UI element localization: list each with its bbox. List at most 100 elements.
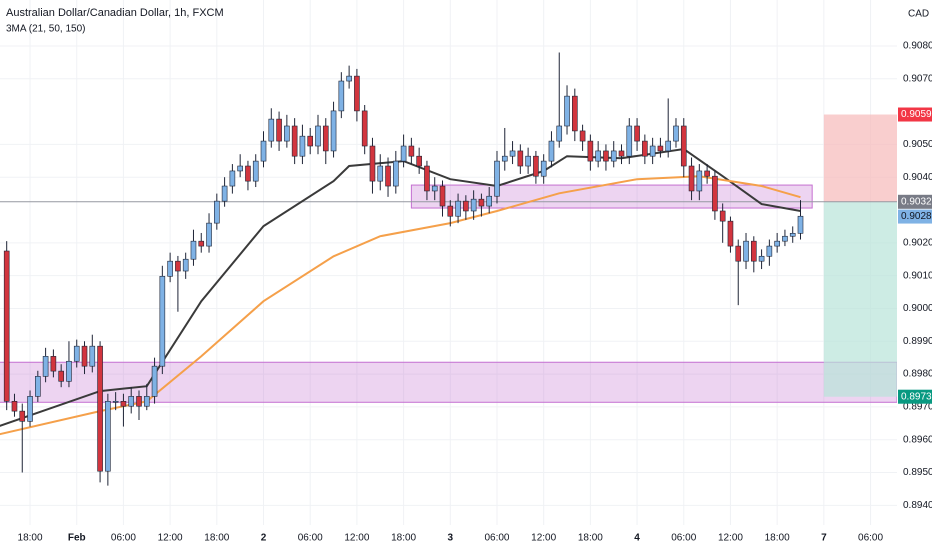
price-tag <box>898 389 932 404</box>
x-tick-label: 4 <box>634 533 640 544</box>
candle-body <box>525 155 531 167</box>
candle-body <box>307 135 314 147</box>
candle-body <box>501 155 508 162</box>
candle-body <box>494 160 500 197</box>
candle-body <box>431 185 438 192</box>
candle-body <box>81 345 88 367</box>
candle-body <box>346 75 352 82</box>
candle-body <box>758 255 765 262</box>
x-tick-label: 06:00 <box>111 533 136 544</box>
candle-body <box>393 160 399 187</box>
x-tick-label: 18:00 <box>578 533 603 544</box>
candle-body <box>89 345 96 367</box>
candle-body <box>735 245 742 262</box>
candle-body <box>330 110 337 152</box>
candle-body <box>3 250 10 402</box>
candle-body <box>214 200 220 224</box>
candle-body <box>112 400 119 403</box>
candle-body <box>50 356 57 372</box>
candle-body <box>369 145 376 182</box>
candle-body <box>338 80 345 112</box>
price-tag <box>898 194 932 209</box>
price-tag <box>898 107 932 122</box>
x-tick-label: 06:00 <box>858 533 883 544</box>
candle-body <box>649 145 656 157</box>
candle-body <box>73 345 80 362</box>
candle-body <box>237 165 243 172</box>
x-tick-label: 06:00 <box>298 533 323 544</box>
candle-body <box>782 235 788 242</box>
candle-body <box>642 140 648 157</box>
x-tick-label: 18:00 <box>391 533 416 544</box>
x-tick-label: Feb <box>68 533 86 544</box>
candle-body <box>610 150 617 162</box>
candle-body <box>268 118 275 142</box>
candle-body <box>556 125 563 142</box>
candle-body <box>159 275 166 367</box>
candle-body <box>151 365 158 397</box>
candle-body <box>221 185 228 202</box>
x-tick-label: 2 <box>261 533 267 544</box>
candle-body <box>190 240 197 260</box>
candle-body <box>299 135 306 157</box>
x-tick-label: 3 <box>448 533 454 544</box>
target-area <box>823 201 897 397</box>
candle-body <box>291 125 298 157</box>
candle-body <box>11 400 18 412</box>
candle-body <box>120 400 127 407</box>
candle-body <box>657 145 664 152</box>
candle-body <box>408 145 415 157</box>
currency-label: CAD <box>908 9 929 20</box>
candle-body <box>206 222 212 247</box>
candle-body <box>136 396 142 407</box>
candle-body <box>595 150 601 162</box>
candle-body <box>719 210 726 222</box>
x-tick-label: 7 <box>821 533 827 544</box>
candle-body <box>315 125 321 147</box>
candle-body <box>439 185 446 207</box>
candle-body <box>143 396 150 407</box>
candle-body <box>579 130 586 142</box>
candle-body <box>167 260 173 277</box>
candle-body <box>688 165 695 192</box>
candle-body <box>548 140 555 162</box>
candle-body <box>774 240 780 247</box>
candle-body <box>727 220 734 247</box>
candle-body <box>587 140 594 162</box>
candle-body <box>478 198 485 207</box>
candle-body <box>424 165 430 192</box>
candle-body <box>564 95 570 127</box>
candle-body <box>766 245 773 257</box>
candle-body <box>533 155 539 177</box>
moving-average <box>0 147 801 427</box>
x-tick-label: 18:00 <box>18 533 43 544</box>
candle-body <box>447 205 454 217</box>
candle-body <box>128 396 135 407</box>
candle-body <box>66 360 72 382</box>
stop-area <box>823 114 897 202</box>
candle-body <box>509 150 516 157</box>
candle-body <box>416 155 422 167</box>
candle-body <box>789 232 796 237</box>
candle-body <box>198 240 205 247</box>
candle-body <box>463 200 469 212</box>
candle-body <box>618 150 625 157</box>
x-tick-label: 06:00 <box>484 533 509 544</box>
candle-body <box>175 260 181 272</box>
price-tag-label: 0.90325 <box>901 196 932 207</box>
candle-body <box>252 160 259 182</box>
x-tick-label: 18:00 <box>765 533 790 544</box>
candle-body <box>455 200 461 217</box>
candle-body <box>540 160 547 177</box>
